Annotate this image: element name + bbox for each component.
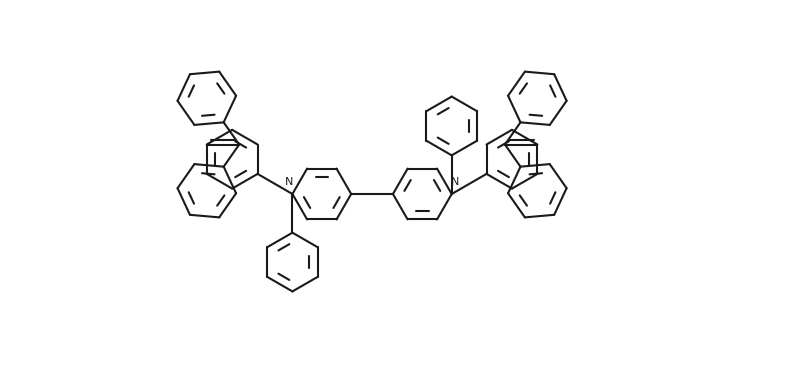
Text: N: N [451, 177, 459, 187]
Text: N: N [285, 177, 293, 187]
